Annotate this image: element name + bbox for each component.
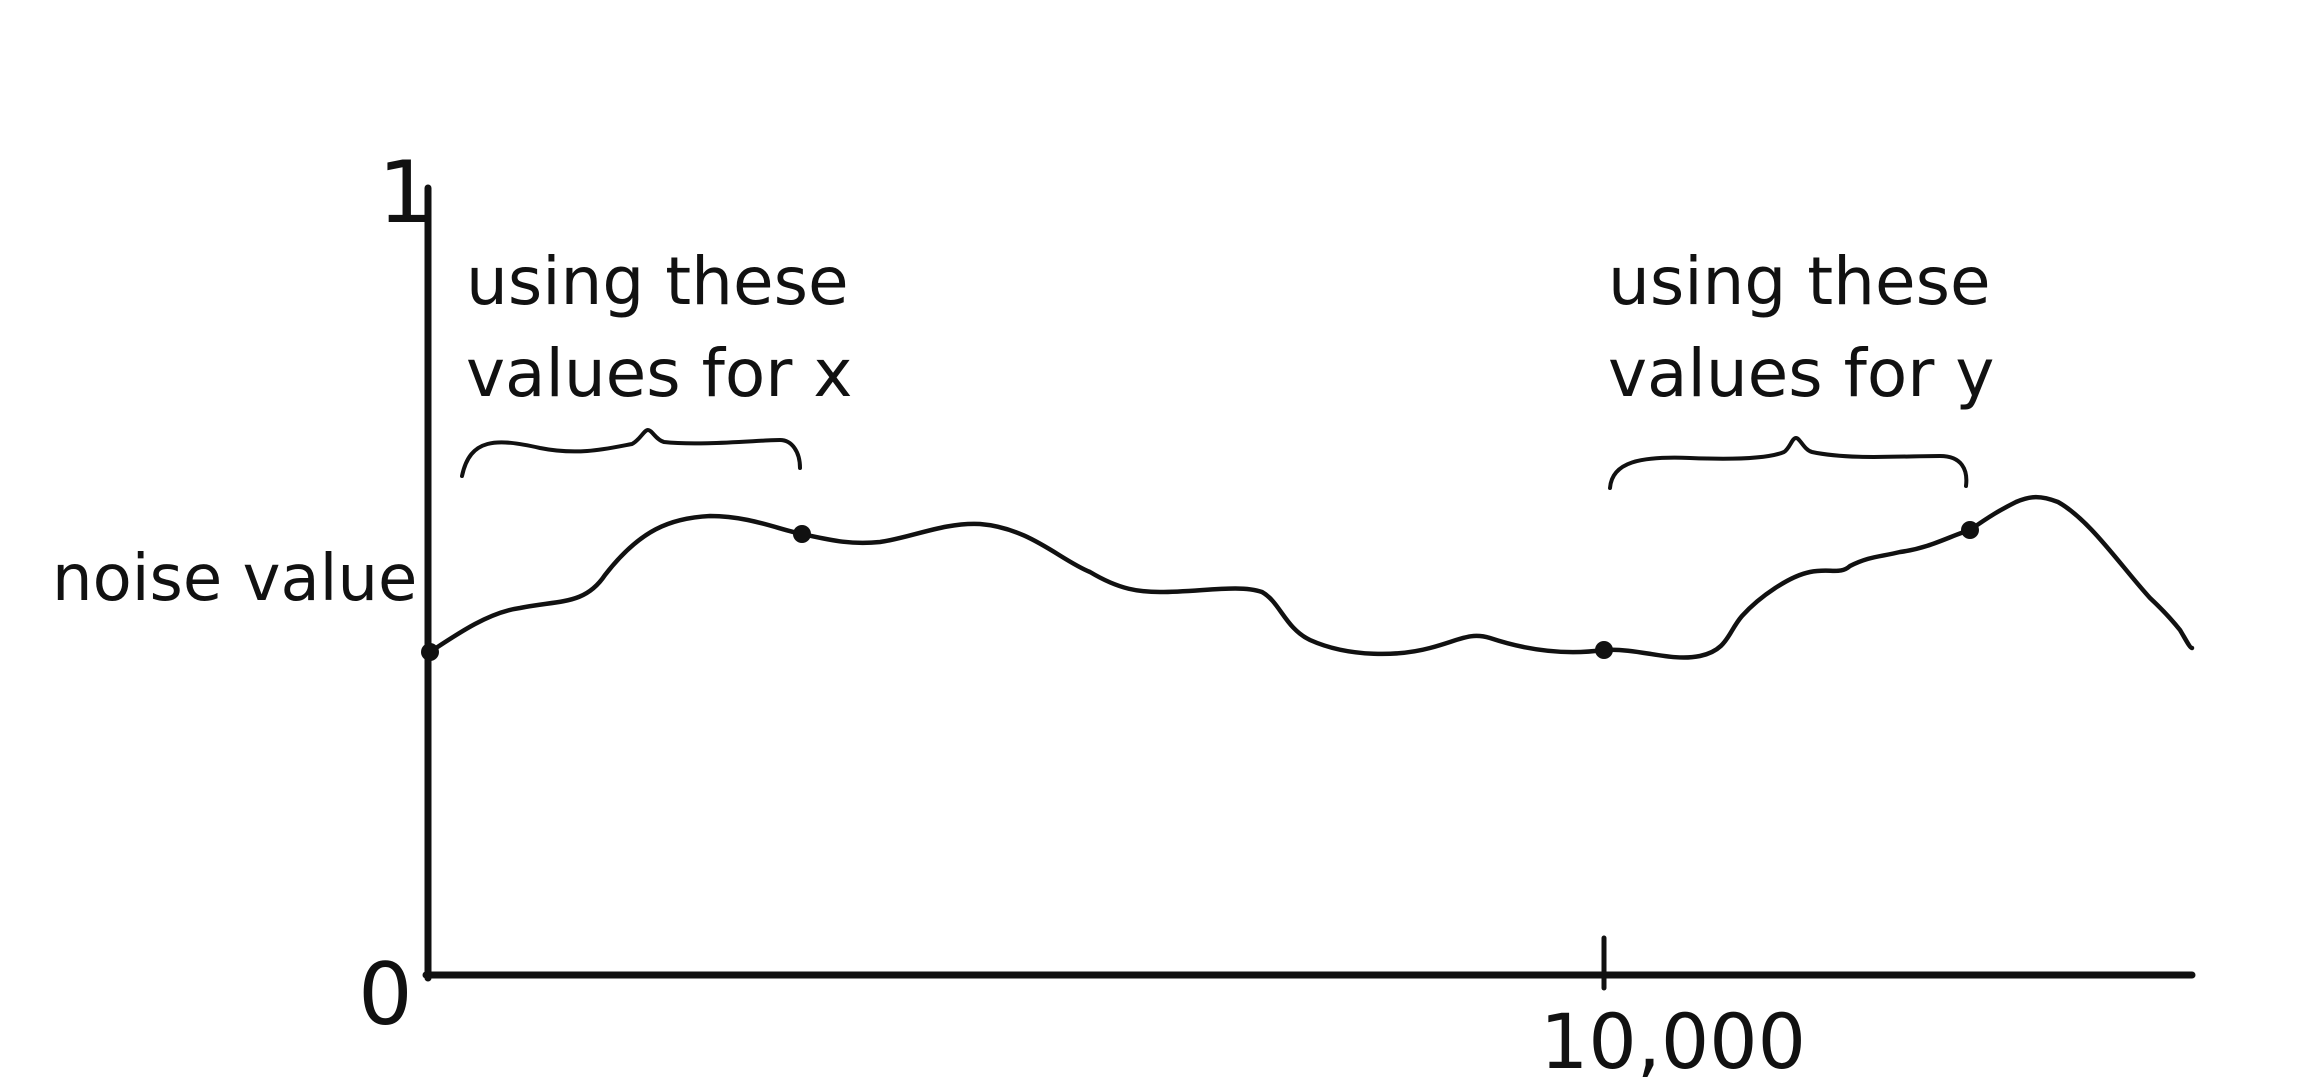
annotation-y-line2: values for y — [1608, 335, 1994, 412]
curve-point-y-start — [1595, 641, 1613, 659]
x-tick-label-10000: 10,000 — [1540, 997, 1806, 1080]
y-axis-label: noise value — [52, 542, 417, 616]
y-tick-label-bottom: 0 — [358, 945, 413, 1045]
annotation-x-line1: using these — [466, 243, 849, 320]
brace-x-range — [460, 428, 802, 478]
curve-point-x-end — [793, 525, 811, 543]
curve-point-y-end — [1961, 521, 1979, 539]
brace-y-range — [1608, 436, 1969, 490]
noise-curve — [427, 494, 2195, 660]
annotation-y-line1: using these — [1608, 243, 1991, 320]
curve-point-x-start — [421, 643, 439, 661]
y-tick-label-top: 1 — [378, 143, 433, 243]
annotation-x-line2: values for x — [466, 335, 852, 412]
